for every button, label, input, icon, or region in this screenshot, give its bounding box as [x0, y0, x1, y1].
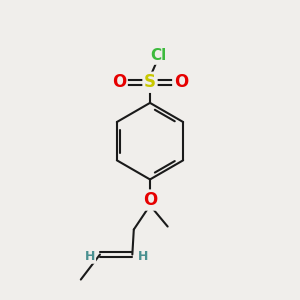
Text: H: H: [85, 250, 95, 262]
Text: O: O: [112, 73, 126, 91]
Text: O: O: [174, 73, 188, 91]
Text: O: O: [143, 191, 157, 209]
Text: S: S: [144, 73, 156, 91]
Text: H: H: [137, 250, 148, 262]
Text: Cl: Cl: [151, 48, 167, 63]
